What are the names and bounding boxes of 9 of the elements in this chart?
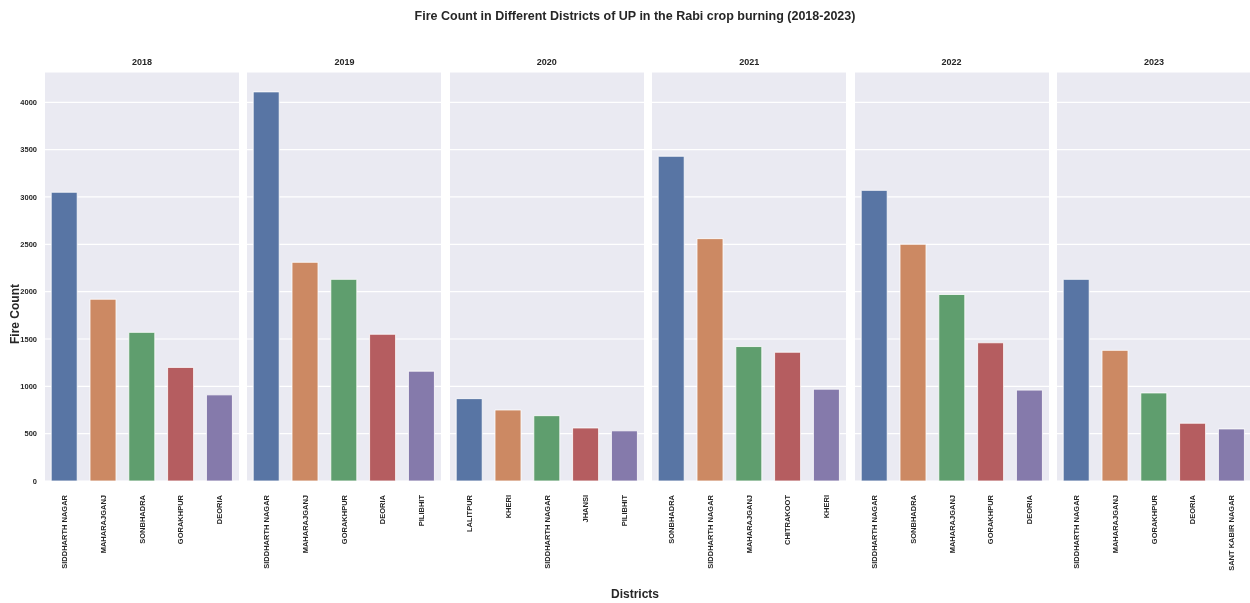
y-axis-title: Fire Count	[8, 283, 22, 346]
chart-title: 2019	[333, 57, 356, 67]
chart-title: 2023	[1143, 57, 1165, 67]
chart-title: 2020	[535, 57, 558, 67]
chart-title: 2022	[940, 57, 963, 67]
text: Fire Count in Different Districts of UP in the Rabi crop burning (2018-2023)	[413, 9, 857, 23]
chart-title: 2021	[738, 57, 761, 67]
text: Districts	[610, 587, 660, 601]
chart-title: 2018	[131, 57, 153, 67]
